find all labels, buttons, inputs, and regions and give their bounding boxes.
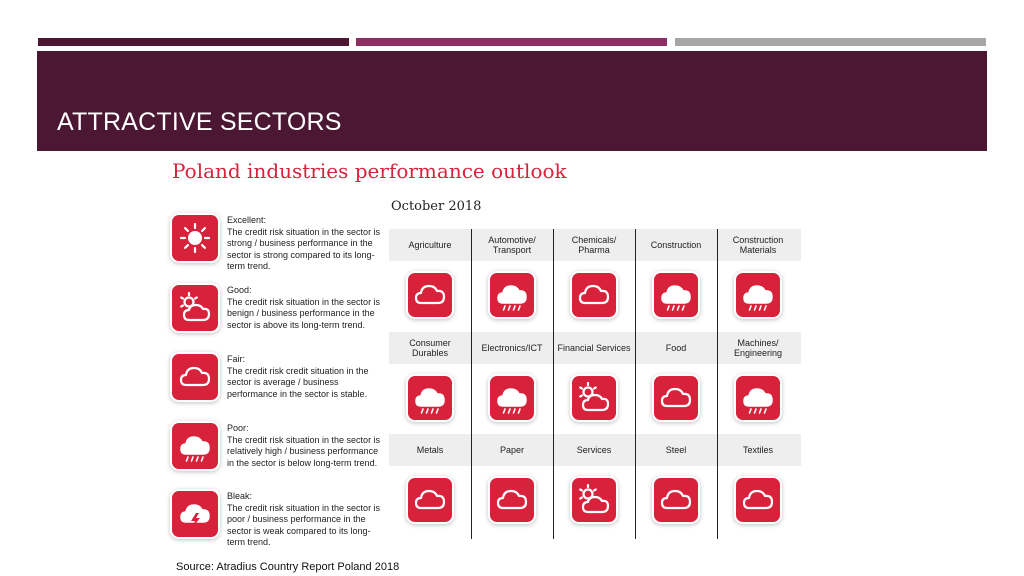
rain-cloud-icon bbox=[490, 376, 534, 420]
rain-cloud-icon bbox=[736, 273, 780, 317]
legend-text: Poor: The credit risk situation in the se… bbox=[227, 423, 381, 468]
column-divider bbox=[553, 229, 554, 539]
report-title: Poland industries performance outlook bbox=[172, 159, 567, 183]
cloud-icon bbox=[408, 478, 452, 522]
cloud-icon bbox=[408, 273, 452, 317]
sector-outlook-cell bbox=[654, 376, 698, 420]
rain-cloud-icon bbox=[490, 273, 534, 317]
sector-outlook-cell bbox=[490, 376, 534, 420]
sun-icon bbox=[172, 215, 218, 261]
legend-text: Bleak: The credit risk situation in the s… bbox=[227, 491, 381, 547]
sector-name: Chemicals/Pharma bbox=[571, 235, 617, 255]
sector-name: Electronics/ICT bbox=[481, 343, 543, 353]
top-bar-dark bbox=[38, 38, 349, 46]
sector-outlook-cell bbox=[408, 273, 452, 317]
sector-name: Automotive/Transport bbox=[488, 235, 536, 255]
sun-cloud-icon bbox=[572, 376, 616, 420]
sector-outlook-cell bbox=[572, 376, 616, 420]
column-divider bbox=[471, 229, 472, 539]
report-date: October 2018 bbox=[391, 199, 482, 214]
top-bar-grey bbox=[675, 38, 986, 46]
sector-name: Paper bbox=[499, 445, 525, 455]
sector-name: Steel bbox=[665, 445, 687, 455]
sector-outlook-cell bbox=[490, 478, 534, 522]
cloud-icon bbox=[490, 478, 534, 522]
rain-cloud-icon bbox=[408, 376, 452, 420]
legend-text: Good: The credit risk situation in the se… bbox=[227, 285, 381, 330]
sector-name: Services bbox=[576, 445, 612, 455]
sector-name: Construction bbox=[650, 240, 702, 250]
sector-grid: Agriculture Automotive/Transport Chemicals… bbox=[389, 229, 801, 539]
sector-name: Food bbox=[665, 343, 687, 353]
sector-name: Construction Materials bbox=[732, 235, 784, 255]
sector-name: Consumer Durables bbox=[409, 338, 451, 358]
top-bar-plum bbox=[356, 38, 667, 46]
sector-row-header bbox=[389, 332, 801, 364]
report-image: Poland industries performance outlook Ex… bbox=[160, 151, 816, 547]
cloud-icon bbox=[572, 273, 616, 317]
rain-cloud-icon bbox=[172, 423, 218, 469]
cloud-icon bbox=[654, 478, 698, 522]
sector-outlook-cell bbox=[736, 478, 780, 522]
sector-outlook-cell bbox=[408, 478, 452, 522]
sector-outlook-cell bbox=[490, 273, 534, 317]
sector-name: Agriculture bbox=[408, 240, 452, 250]
column-divider bbox=[635, 229, 636, 539]
storm-cloud-icon bbox=[172, 491, 218, 537]
rain-cloud-icon bbox=[654, 273, 698, 317]
sun-cloud-icon bbox=[572, 478, 616, 522]
rain-cloud-icon bbox=[736, 376, 780, 420]
cloud-icon bbox=[736, 478, 780, 522]
sector-outlook-cell bbox=[408, 376, 452, 420]
sector-outlook-cell bbox=[736, 273, 780, 317]
sector-outlook-cell bbox=[654, 478, 698, 522]
sector-name: Textiles bbox=[742, 445, 773, 455]
sector-name: Metals bbox=[416, 445, 444, 455]
legend-text: Excellent: The credit risk situation in t… bbox=[227, 215, 381, 271]
slide-title: ATTRACTIVE SECTORS bbox=[57, 108, 342, 136]
cloud-icon bbox=[654, 376, 698, 420]
sector-outlook-cell bbox=[572, 478, 616, 522]
sector-outlook-cell bbox=[572, 273, 616, 317]
sector-name: Machines/Engineering bbox=[733, 338, 783, 358]
column-divider bbox=[717, 229, 718, 539]
sector-row-header bbox=[389, 229, 801, 261]
cloud-icon bbox=[172, 354, 218, 400]
sector-outlook-cell bbox=[654, 273, 698, 317]
legend-text: Fair: The credit risk credit situation in… bbox=[227, 354, 369, 399]
source-note: Source: Atradius Country Report Poland 2… bbox=[176, 561, 400, 573]
sector-row-header bbox=[389, 434, 801, 466]
sun-cloud-icon bbox=[172, 285, 218, 331]
sector-name: Financial Services bbox=[557, 343, 631, 353]
title-band: ATTRACTIVE SECTORS bbox=[37, 51, 987, 151]
sector-outlook-cell bbox=[736, 376, 780, 420]
